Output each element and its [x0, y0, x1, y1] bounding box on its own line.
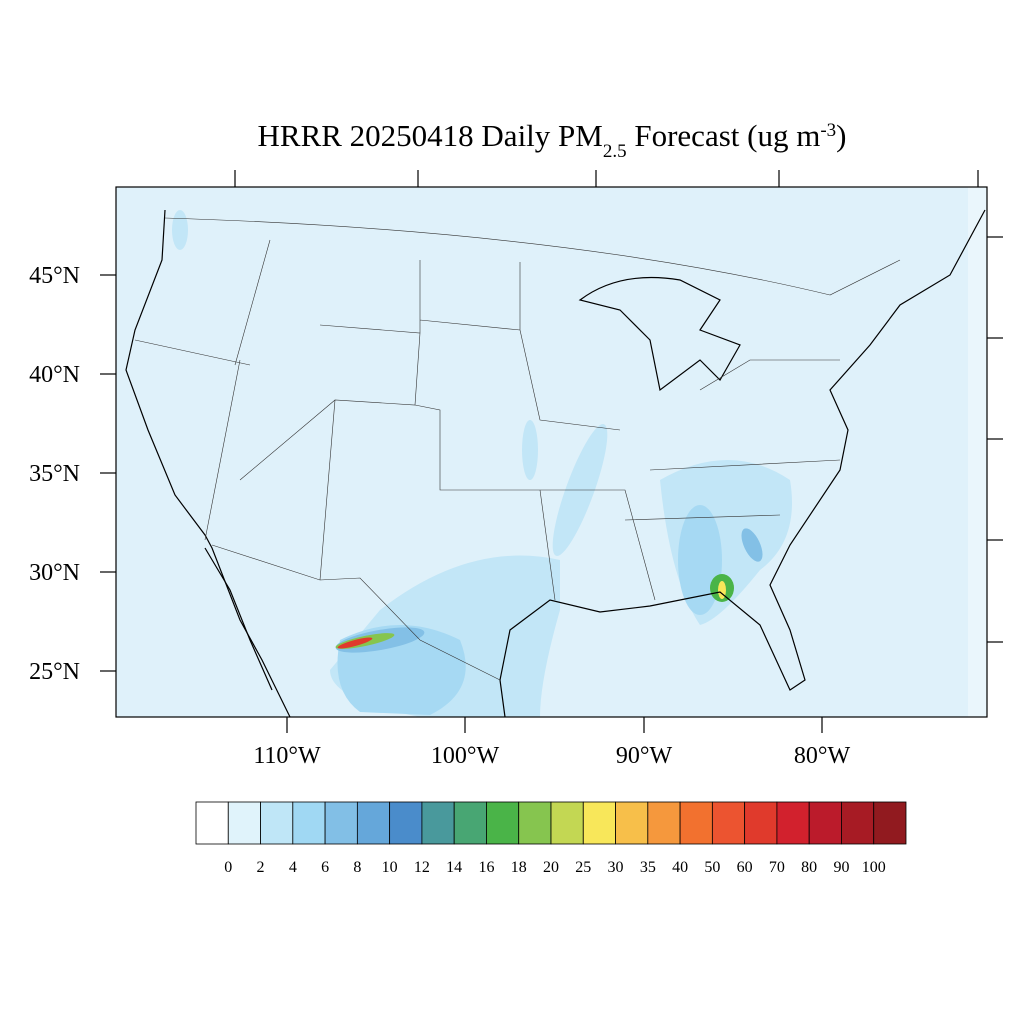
- title-rest: Forecast (ug m: [627, 118, 821, 153]
- colorbar-label: 6: [321, 859, 329, 876]
- colorbar-box: [324, 801, 358, 845]
- colorbar-box: [808, 801, 842, 845]
- colorbar-box: [873, 801, 907, 845]
- border: [134, 239, 841, 601]
- coastline: [204, 547, 273, 691]
- plume: [337, 637, 373, 649]
- map-frame: [115, 186, 988, 718]
- colorbar-label: 90: [833, 859, 849, 876]
- coastline: [499, 209, 986, 718]
- colorbar-label: 20: [543, 859, 559, 876]
- colorbar-label: 30: [608, 859, 624, 876]
- colorbar-box: [776, 801, 810, 845]
- borders: [134, 217, 901, 681]
- colorbar-box: [518, 801, 552, 845]
- colorbar-box: [841, 801, 875, 845]
- colorbar-box: [711, 801, 746, 845]
- colorbar-label: 10: [382, 859, 398, 876]
- map: [100, 170, 1003, 733]
- colorbar-box: [615, 801, 649, 845]
- lakes: [578, 276, 741, 392]
- colorbar-label: 25: [575, 859, 591, 876]
- title-main: HRRR 20250418 Daily PM: [258, 118, 603, 153]
- lat-label: 30°N: [29, 560, 80, 586]
- colorbar-label: 50: [704, 859, 720, 876]
- colorbar-box: [582, 801, 616, 845]
- colorbar: 0 2 4 6 8 10 12 14 16 18 20 25 30 35 40 50 60 70 80 90 100: [195, 801, 907, 876]
- axis-labels: 45°N 40°N 35°N 30°N 25°N 110°W 100°W 90°W 80°W: [29, 263, 850, 769]
- colorbar-label: 2: [257, 859, 265, 876]
- colorbar-box: [227, 801, 261, 845]
- colorbar-label: 80: [801, 859, 817, 876]
- colorbar-box: [744, 801, 778, 845]
- lon-label: 100°W: [431, 743, 500, 769]
- colorbar-box: [356, 801, 391, 845]
- colorbar-box: [647, 801, 681, 845]
- plumes: [172, 210, 792, 717]
- plume: [522, 420, 538, 480]
- border: [211, 544, 501, 681]
- lon-label: 80°W: [794, 743, 851, 769]
- title-superscript: -3: [820, 120, 836, 141]
- colorbar-box: [260, 801, 294, 845]
- colorbar-label: 35: [640, 859, 656, 876]
- colorbar-box: [195, 801, 229, 845]
- colorbar-box: [453, 801, 487, 845]
- colorbar-box: [292, 801, 326, 845]
- lat-label: 40°N: [29, 362, 80, 388]
- title: HRRR 20250418 Daily PM2.5 Forecast (ug m…: [258, 118, 847, 162]
- plume: [741, 528, 763, 562]
- frame-ticks: [100, 170, 1003, 733]
- lon-label: 90°W: [616, 743, 673, 769]
- coastlines: [125, 209, 986, 718]
- colorbar-box: [550, 801, 584, 845]
- colorbar-label: 4: [289, 859, 297, 876]
- plume: [172, 210, 188, 250]
- colorbar-label: 60: [737, 859, 753, 876]
- lat-label: 35°N: [29, 461, 80, 487]
- lon-label: 110°W: [253, 743, 321, 769]
- colorbar-box: [389, 801, 423, 845]
- colorbar-label: 70: [769, 859, 785, 876]
- title-end: ): [836, 118, 846, 153]
- colorbar-label: 16: [478, 859, 494, 876]
- title-subscript: 2.5: [603, 141, 627, 162]
- map-edge: [968, 187, 987, 717]
- plume: [718, 581, 726, 599]
- colorbar-label: 18: [511, 859, 527, 876]
- lat-label: 25°N: [29, 659, 80, 685]
- colorbar-label: 14: [446, 859, 462, 876]
- colorbar-box: [421, 801, 455, 845]
- border: [164, 217, 901, 296]
- colorbar-label: 40: [672, 859, 688, 876]
- colorbar-label: 12: [414, 859, 430, 876]
- colorbar-box: [486, 801, 520, 845]
- colorbar-label: 8: [353, 859, 361, 876]
- colorbar-box: [679, 801, 713, 845]
- colorbar-label: 100: [862, 859, 886, 876]
- colorbar-label: 0: [224, 859, 232, 876]
- lat-label: 45°N: [29, 263, 80, 289]
